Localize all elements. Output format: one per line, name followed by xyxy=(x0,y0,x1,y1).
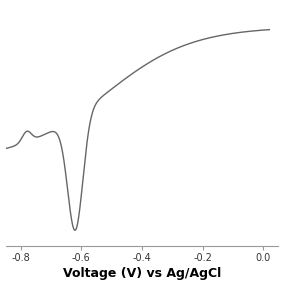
X-axis label: Voltage (V) vs Ag/AgCl: Voltage (V) vs Ag/AgCl xyxy=(63,267,221,281)
